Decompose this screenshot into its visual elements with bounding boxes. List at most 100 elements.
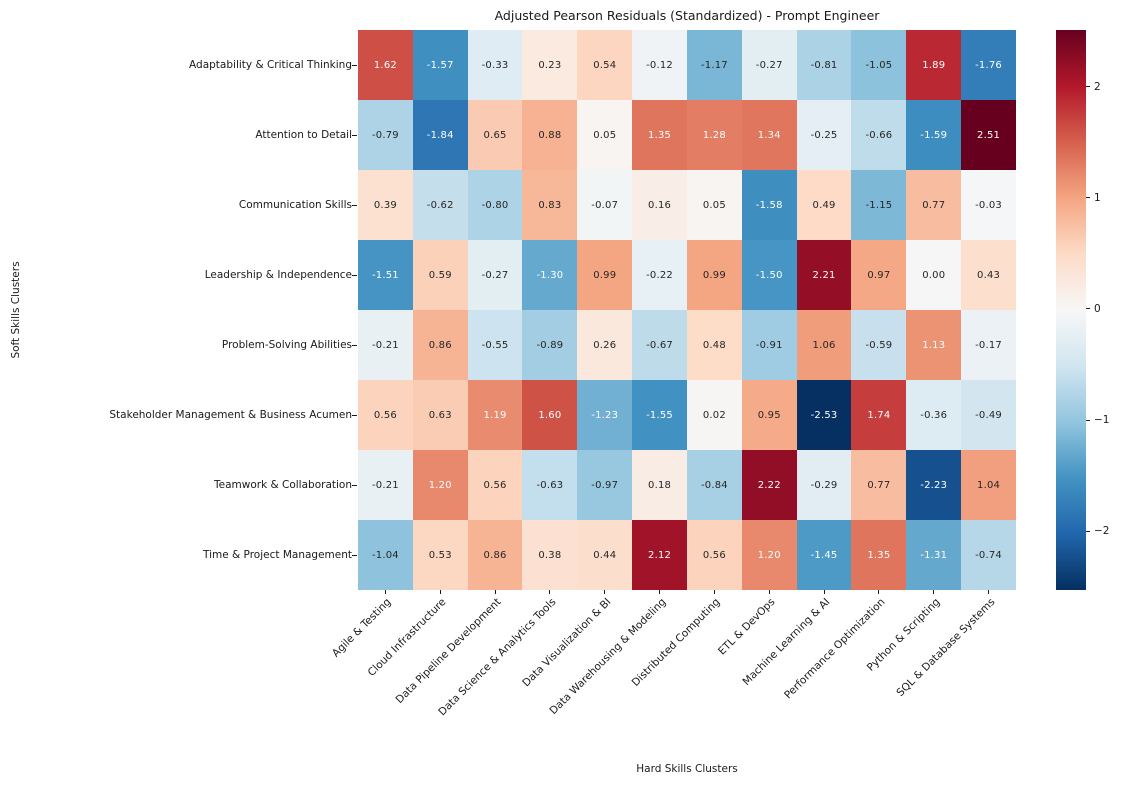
heatmap-cell: 0.88 <box>522 100 578 170</box>
heatmap-cell: 0.05 <box>577 100 633 170</box>
x-tick-mark <box>494 590 496 594</box>
y-tick-mark <box>352 554 357 556</box>
heatmap-cell: -1.05 <box>851 30 907 100</box>
heatmap-cell: -0.74 <box>961 520 1016 590</box>
heatmap-cell: 0.56 <box>358 380 413 450</box>
heatmap-cell: -0.21 <box>358 450 413 520</box>
heatmap-cell: -0.07 <box>577 170 633 240</box>
x-tick-label: ETL & DevOps <box>716 596 778 658</box>
heatmap-cell: 0.02 <box>686 380 742 450</box>
heatmap-cell: -1.31 <box>906 520 962 590</box>
heatmap-cell: -1.50 <box>741 240 797 310</box>
heatmap-cell: -1.51 <box>358 240 413 310</box>
heatmap-cell: 0.86 <box>412 310 468 380</box>
x-tick-mark <box>439 590 441 594</box>
heatmap-cell: -0.36 <box>906 380 962 450</box>
heatmap-cell: 1.20 <box>741 520 797 590</box>
y-tick-mark <box>352 484 357 486</box>
y-tick-label: Adaptability & Critical Thinking <box>189 59 352 71</box>
heatmap-cell: 1.19 <box>467 380 523 450</box>
heatmap-cell: 0.16 <box>632 170 687 240</box>
y-tick-label: Leadership & Independence <box>204 269 352 281</box>
heatmap-cell: 1.28 <box>686 100 742 170</box>
heatmap-cell: 1.20 <box>412 450 468 520</box>
y-tick-mark <box>352 64 357 66</box>
heatmap-cell: 0.39 <box>358 170 413 240</box>
heatmap-cell: -0.97 <box>577 450 633 520</box>
heatmap-cell: -0.29 <box>796 450 852 520</box>
colorbar-tick-label: 0 <box>1094 302 1101 315</box>
heatmap-cell: -1.57 <box>412 30 468 100</box>
heatmap-cell: -1.84 <box>412 100 468 170</box>
colorbar-tick-mark <box>1086 308 1090 310</box>
y-tick-mark <box>352 274 357 276</box>
y-tick-label: Communication Skills <box>238 199 352 211</box>
heatmap-cell: 0.00 <box>906 240 962 310</box>
x-axis-title: Hard Skills Clusters <box>636 763 738 775</box>
colorbar-tick-label: −1 <box>1094 414 1110 426</box>
heatmap-cell: 1.89 <box>906 30 962 100</box>
heatmap-cell: 2.21 <box>796 240 852 310</box>
heatmap-cell: -0.91 <box>741 310 797 380</box>
heatmap-cell: 0.43 <box>961 240 1016 310</box>
heatmap-cell: -0.59 <box>851 310 907 380</box>
heatmap-cell: 0.86 <box>467 520 523 590</box>
heatmap-cell: -0.55 <box>467 310 523 380</box>
heatmap-cell: -0.84 <box>686 450 742 520</box>
heatmap-cell: 0.97 <box>851 240 907 310</box>
y-tick-mark <box>352 414 357 416</box>
y-tick-mark <box>352 344 357 346</box>
heatmap-cell: -1.17 <box>686 30 742 100</box>
heatmap-cell: -1.45 <box>796 520 852 590</box>
heatmap-cell: -1.76 <box>961 30 1016 100</box>
heatmap-cell: 1.35 <box>851 520 907 590</box>
heatmap-cell: 0.54 <box>577 30 633 100</box>
x-tick-label: SQL & Database Systems <box>894 596 998 700</box>
heatmap-cell: -0.63 <box>522 450 578 520</box>
heatmap-cell: 0.48 <box>686 310 742 380</box>
heatmap-cell: -1.58 <box>741 170 797 240</box>
x-tick-mark <box>604 590 606 594</box>
heatmap-cell: 0.49 <box>796 170 852 240</box>
heatmap-cell: -1.23 <box>577 380 633 450</box>
heatmap-cell: 0.65 <box>467 100 523 170</box>
x-tick-mark <box>384 590 386 594</box>
heatmap-cell: -0.21 <box>358 310 413 380</box>
heatmap-cell: 1.06 <box>796 310 852 380</box>
heatmap-cell: 0.83 <box>522 170 578 240</box>
x-tick-label: Distributed Computing <box>629 596 723 689</box>
x-tick-mark <box>933 590 935 594</box>
heatmap-cell: 0.53 <box>412 520 468 590</box>
x-tick-label: Data Warehousing & Modeling <box>547 596 669 718</box>
colorbar-tick-label: 2 <box>1094 80 1101 93</box>
heatmap-cell: 1.04 <box>961 450 1016 520</box>
heatmap-cell: 1.34 <box>741 100 797 170</box>
chart-title: Adjusted Pearson Residuals (Standardized… <box>494 8 880 23</box>
heatmap-cell: 0.56 <box>467 450 523 520</box>
x-tick-mark <box>988 590 990 594</box>
x-tick-label: Data Pipeline Development <box>393 596 504 706</box>
colorbar-tick-mark <box>1086 530 1090 532</box>
heatmap-cell: 0.23 <box>522 30 578 100</box>
heatmap-cell: -0.22 <box>632 240 687 310</box>
heatmap-cell: 1.60 <box>522 380 578 450</box>
colorbar <box>1056 30 1086 590</box>
heatmap-cell: -0.03 <box>961 170 1016 240</box>
x-tick-mark <box>768 590 770 594</box>
y-tick-label: Attention to Detail <box>255 129 352 141</box>
heatmap-cell: -0.33 <box>467 30 523 100</box>
heatmap-cell: 1.13 <box>906 310 962 380</box>
heatmap-cell: -1.55 <box>632 380 687 450</box>
x-tick-mark <box>878 590 880 594</box>
y-tick-mark <box>352 134 357 136</box>
x-tick-label: Data Visualization & BI <box>519 596 614 690</box>
heatmap-cell: 0.99 <box>686 240 742 310</box>
y-tick-mark <box>352 204 357 206</box>
heatmap-cell: -0.49 <box>961 380 1016 450</box>
y-tick-label: Time & Project Management <box>203 549 352 561</box>
x-tick-mark <box>659 590 661 594</box>
colorbar-tick-mark <box>1086 197 1090 199</box>
y-axis-title: Soft Skills Clusters <box>10 261 22 359</box>
heatmap-cell: 0.99 <box>577 240 633 310</box>
heatmap-cell: 2.22 <box>741 450 797 520</box>
